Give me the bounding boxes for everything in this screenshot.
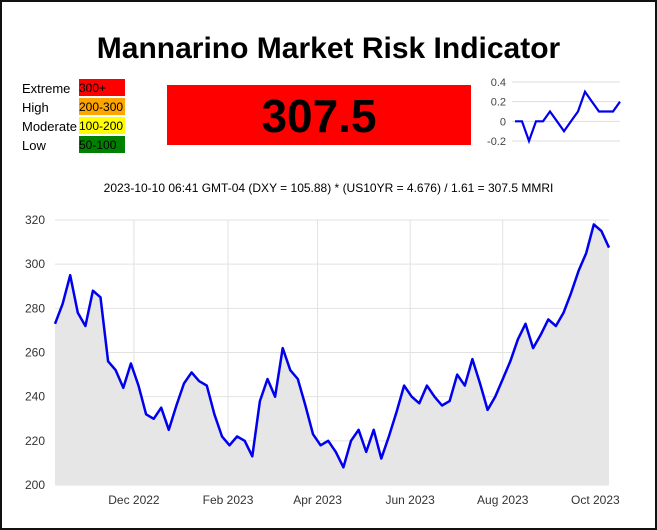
- main-y-tick-label: 220: [25, 434, 45, 448]
- main-x-tick-label: Oct 2023: [571, 493, 620, 507]
- current-value-display: 307.5: [167, 85, 471, 145]
- legend-label: Extreme: [22, 81, 71, 96]
- sparkline-chart: 0.4 0.2 0 -0.2: [487, 77, 621, 148]
- sparkline-y-tick-label: 0: [500, 116, 506, 128]
- legend-range-swatch: 50-100: [79, 136, 125, 153]
- main-y-tick-label: 200: [25, 478, 45, 492]
- sparkline-series-line: [515, 89, 621, 145]
- main-y-tick-label: 300: [25, 257, 45, 271]
- legend-range-swatch: 300+: [79, 79, 125, 96]
- sparkline-y-tick-label: 0.2: [491, 97, 506, 109]
- main-x-tick-label: Feb 2023: [203, 493, 254, 507]
- main-area-fill: [55, 224, 609, 485]
- legend-range-swatch: 200-300: [79, 98, 125, 115]
- main-x-tick-label: Dec 2022: [108, 493, 160, 507]
- main-y-tick-label: 260: [25, 346, 45, 360]
- main-y-tick-label: 320: [25, 213, 45, 227]
- main-y-tick-label: 280: [25, 301, 45, 315]
- legend-label: High: [22, 100, 49, 115]
- main-y-tick-label: 240: [25, 390, 45, 404]
- main-series-line: [53, 223, 611, 469]
- chart-title: Mannarino Market Risk Indicator: [96, 32, 561, 65]
- main-x-tick-label: Jun 2023: [385, 493, 435, 507]
- sparkline-y-tick-label: -0.2: [487, 136, 506, 148]
- main-area-chart: 320 300 280 260 240 220 200 Dec 2022 Feb 2023 Apr…: [25, 213, 620, 507]
- legend-label: Low: [22, 138, 46, 153]
- sparkline-y-tick-label: 0.4: [491, 77, 506, 89]
- main-x-tick-label: Apr 2023: [293, 493, 342, 507]
- legend-range-swatch: 100-200: [79, 117, 125, 134]
- legend-label: Moderate: [22, 119, 77, 134]
- main-x-tick-label: Aug 2023: [477, 493, 529, 507]
- formula-text: 2023-10-10 06:41 GMT-04 (DXY = 105.88) *…: [103, 181, 554, 195]
